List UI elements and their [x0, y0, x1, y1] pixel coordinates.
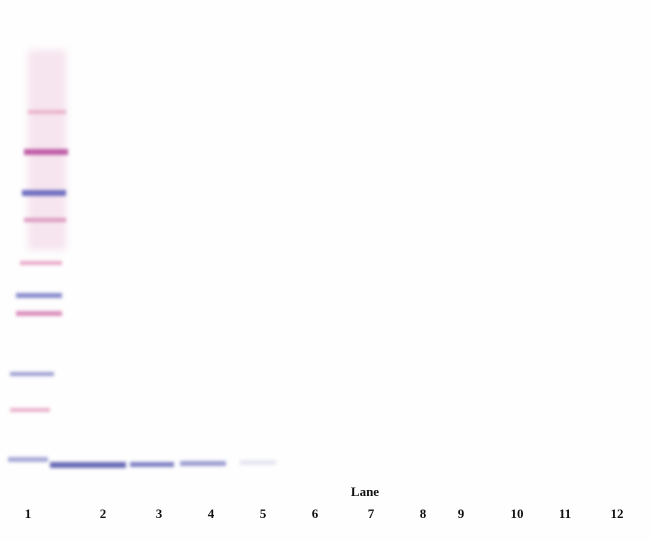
sample-band [240, 460, 276, 465]
lane-label: 2 [100, 506, 107, 521]
sample-band [130, 462, 174, 467]
ladder-band [20, 261, 62, 265]
sample-bands [50, 460, 276, 468]
ladder-band [10, 408, 50, 412]
ladder-lane [8, 50, 68, 462]
lane-label: 6 [312, 506, 319, 521]
lane-label: 9 [458, 506, 465, 521]
sample-band [180, 461, 226, 466]
ladder-band [28, 110, 66, 114]
sample-band [50, 462, 126, 468]
ladder-band [16, 311, 62, 316]
lane-label: 4 [208, 506, 215, 521]
ladder-band [24, 218, 66, 222]
lane-label: 10 [511, 506, 524, 521]
lane-label: 11 [559, 506, 571, 521]
lane-label: 3 [156, 506, 163, 521]
lane-label: 8 [420, 506, 427, 521]
lane-label: 7 [368, 506, 375, 521]
ladder-band [10, 372, 54, 376]
lane-label: 1 [25, 506, 32, 521]
axis-label: Lane [351, 484, 379, 499]
lane-labels: 1 2 3 4 5 6 7 8 9 10 11 12 [25, 506, 624, 521]
ladder-band [24, 149, 68, 155]
ladder-band [8, 457, 48, 462]
ladder-band [16, 293, 62, 298]
lane-label: 12 [611, 506, 624, 521]
ladder-band [22, 190, 66, 196]
lane-label: 5 [260, 506, 267, 521]
